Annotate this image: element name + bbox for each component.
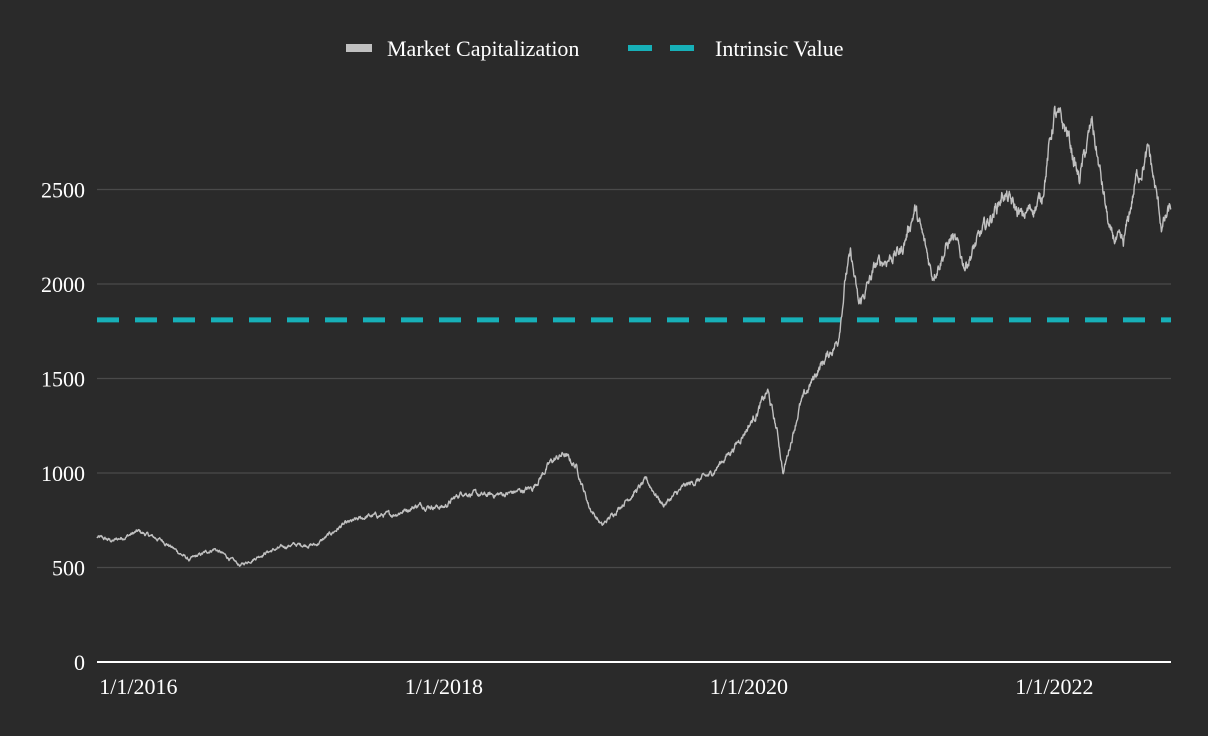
x-tick-label: 1/1/2022 (1015, 674, 1093, 699)
y-tick-label: 2500 (41, 178, 85, 203)
y-tick-label: 0 (74, 650, 85, 675)
y-tick-label: 500 (52, 556, 85, 581)
legend-label-intrinsic-value: Intrinsic Value (715, 36, 844, 61)
market-cap-line (97, 106, 1171, 566)
x-tick-label: 1/1/2018 (405, 674, 483, 699)
x-axis-ticks: 1/1/2016 1/1/2018 1/1/2020 1/1/2022 (99, 674, 1093, 699)
x-tick-label: 1/1/2020 (710, 674, 788, 699)
grid-lines (97, 190, 1171, 568)
series-layer (97, 106, 1171, 566)
y-tick-label: 1000 (41, 461, 85, 486)
y-tick-label: 2000 (41, 272, 85, 297)
y-axis-ticks: 0 500 1000 1500 2000 2500 (41, 178, 85, 676)
legend-label-market-cap: Market Capitalization (387, 36, 579, 61)
x-tick-label: 1/1/2016 (99, 674, 177, 699)
legend: Market Capitalization Intrinsic Value (346, 36, 844, 61)
y-tick-label: 1500 (41, 367, 85, 392)
